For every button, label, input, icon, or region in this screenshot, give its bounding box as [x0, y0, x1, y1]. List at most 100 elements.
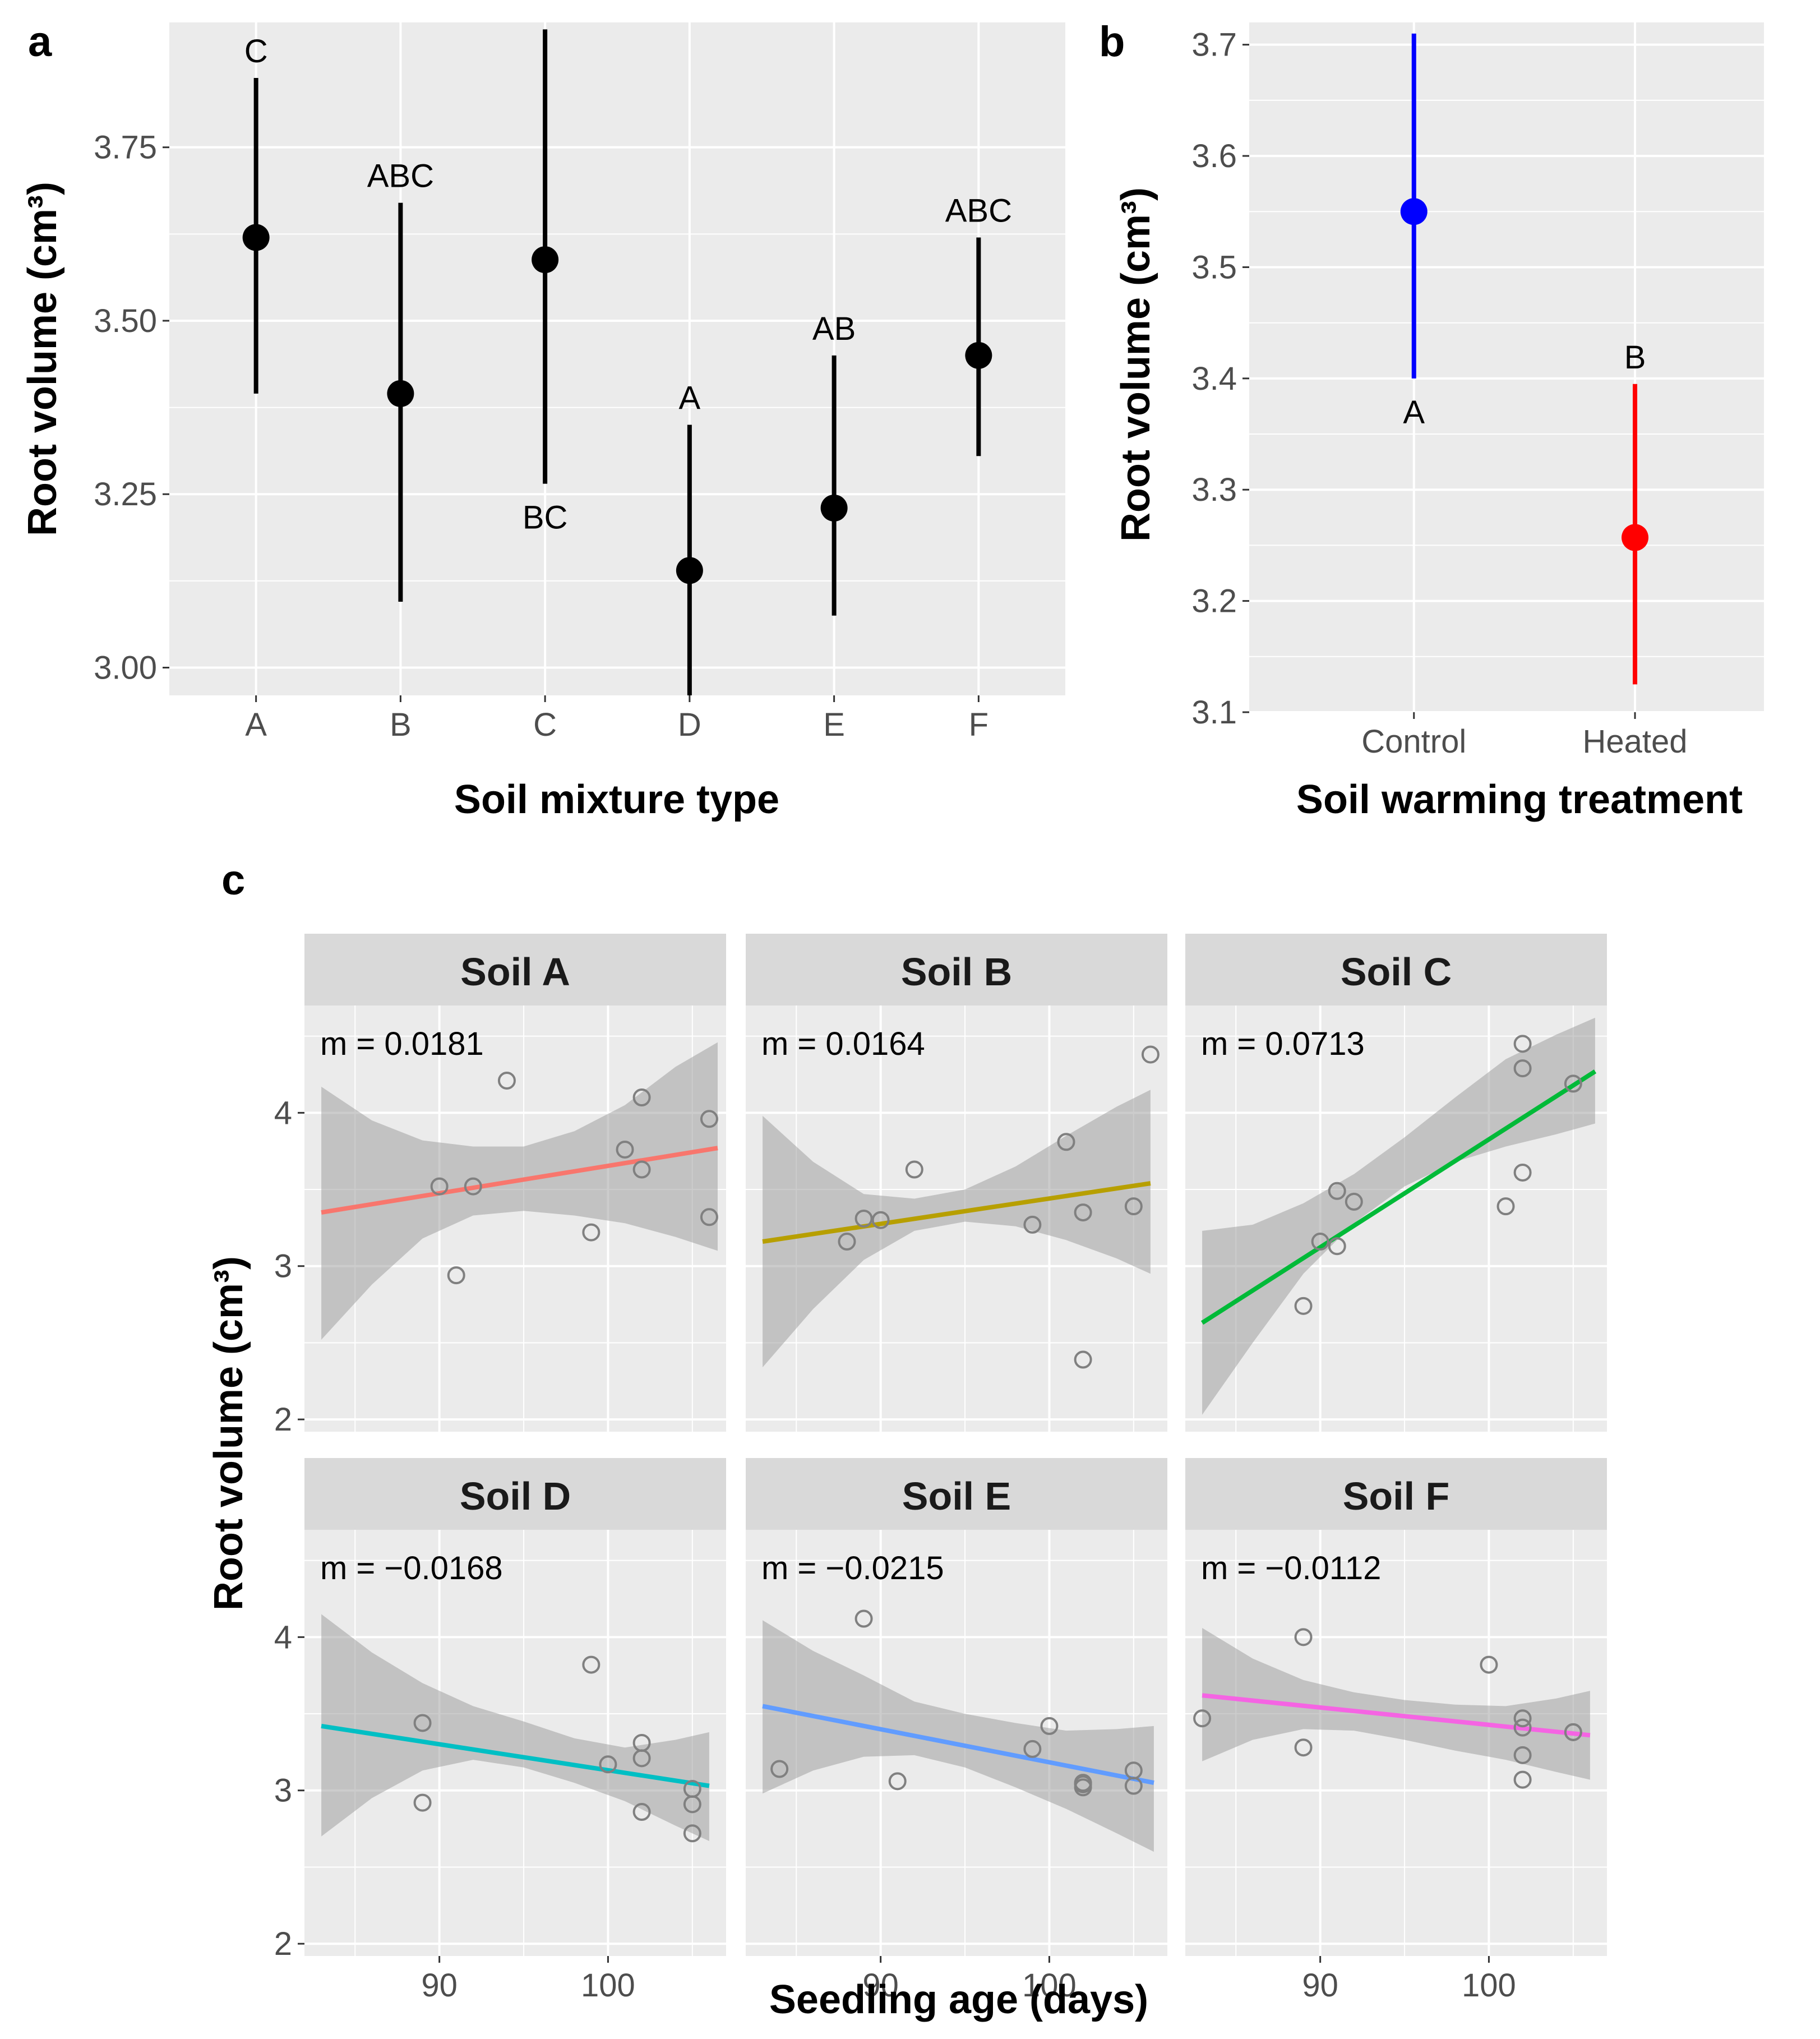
slope-annotation: m = −0.0215 [761, 1550, 944, 1586]
regression-line [321, 1146, 718, 1215]
facet-strip [1185, 934, 1607, 1005]
a-significance-letter: A [679, 380, 701, 417]
regression-line [762, 1181, 1151, 1244]
c-x-tick-label: 90 [862, 1967, 899, 2004]
a-significance-letter: C [244, 33, 268, 70]
data-point [905, 1160, 923, 1179]
slope-annotation: m = 0.0164 [761, 1026, 925, 1062]
a-y-tick-label: 3.50 [94, 303, 157, 339]
b-x-tick-label: Control [1361, 723, 1466, 760]
regression-line [321, 1723, 710, 1788]
slope-annotation: m = −0.0168 [320, 1550, 503, 1586]
data-point [1513, 1770, 1532, 1789]
b-mean-point [1400, 198, 1428, 225]
facet-soil-a: Soil A m = 0.0181 [304, 934, 726, 1432]
data-point [1496, 1197, 1515, 1216]
facet-strip-label: Soil B [901, 950, 1012, 994]
b-y-tick-label: 3.5 [1191, 249, 1237, 285]
data-point [1124, 1777, 1143, 1795]
c-x-tick-label: 100 [1462, 1967, 1516, 2004]
a-x-tick-label: B [390, 707, 412, 743]
data-point [1564, 1723, 1582, 1741]
confidence-ribbon [763, 1620, 1154, 1852]
a-mean-point [820, 494, 848, 522]
panel-a-x-ticks: A B C D E F [245, 695, 988, 743]
data-point [1074, 1350, 1092, 1369]
panel-a-x-axis-title: Soil mixture type [454, 777, 779, 822]
b-x-tick-label: Heated [1583, 723, 1688, 760]
data-point [1074, 1203, 1092, 1222]
data-point [599, 1755, 617, 1774]
facet-strip-label: Soil F [1343, 1474, 1450, 1518]
data-point [413, 1714, 432, 1732]
data-point [464, 1177, 482, 1196]
a-mean-point [387, 380, 414, 407]
data-point [1074, 1774, 1092, 1792]
data-point [1564, 1074, 1582, 1093]
b-y-tick-label: 3.1 [1191, 694, 1237, 731]
facet-strip [304, 934, 726, 1005]
a-mean-point [676, 557, 703, 584]
b-significance-letter: A [1403, 394, 1425, 431]
facet-strip [746, 1458, 1167, 1530]
panel-c-x-ticks: 90 100 90 100 90 100 [421, 1956, 1516, 2004]
data-point [700, 1208, 718, 1226]
b-y-tick-label: 3.3 [1191, 472, 1237, 508]
data-point [582, 1223, 600, 1242]
data-point [497, 1071, 516, 1090]
b-y-tick-label: 3.2 [1191, 583, 1237, 620]
confidence-ribbon [321, 1042, 718, 1340]
panel-b-plot-area [1249, 22, 1764, 712]
data-point [632, 1088, 651, 1107]
data-point [1294, 1628, 1313, 1646]
facet-strip-label: Soil C [1341, 950, 1452, 994]
panel-c-y-axis-title: Root volume (cm³) [206, 1256, 251, 1611]
a-y-tick-label: 3.25 [94, 476, 157, 513]
b-significance-letter: B [1624, 339, 1646, 376]
panel-a-y-ticks: 3.00 3.25 3.50 3.75 [94, 130, 169, 686]
panel-c-x-axis-title: Seedling age (days) [769, 1977, 1148, 2022]
data-point [430, 1177, 449, 1196]
a-x-tick-label: A [245, 707, 267, 743]
panel-b-x-axis-title: Soil warming treatment [1296, 777, 1743, 822]
facet-soil-d: Soil D m = −0.0168 [304, 1458, 726, 1956]
facet-soil-f: Soil F m = −0.0112 [1185, 1458, 1607, 1956]
c-y-tick-label: 3 [274, 1773, 292, 1809]
data-point [1023, 1215, 1042, 1234]
b-mean-point [1622, 524, 1649, 551]
panel-b: b AB 3.13.23.33.43.53.63.7 Control Heated… [1099, 18, 1764, 822]
panel-a-marks: C ABC BC A AB ABC [242, 29, 1012, 695]
data-point [632, 1803, 651, 1821]
confidence-ribbon [1202, 1017, 1595, 1415]
facet-strip [746, 934, 1167, 1005]
slope-annotation: m = 0.0713 [1201, 1026, 1365, 1062]
panel-b-y-axis-title: Root volume (cm³) [1114, 187, 1158, 542]
data-point [838, 1233, 856, 1251]
a-mean-point [532, 246, 559, 274]
data-point [871, 1211, 890, 1229]
data-point [1141, 1045, 1160, 1064]
c-x-tick-label: 100 [581, 1967, 635, 2004]
facet-soil-c: Soil C m = 0.0713 [1185, 934, 1607, 1432]
panel-b-marks: AB [1400, 33, 1649, 685]
a-x-tick-label: F [969, 707, 988, 743]
a-x-tick-label: C [533, 707, 557, 743]
panel-label-b: b [1099, 18, 1125, 66]
a-significance-letter: ABC [367, 158, 434, 195]
data-point [1480, 1655, 1498, 1674]
data-point [616, 1140, 634, 1159]
confidence-ribbon [321, 1614, 709, 1841]
slope-annotation: m = −0.0112 [1201, 1550, 1381, 1586]
a-significance-letter: BC [523, 500, 568, 536]
a-mean-point [242, 224, 270, 251]
a-y-tick-label: 3.00 [94, 650, 157, 686]
data-point [632, 1160, 651, 1179]
data-point [1513, 1746, 1532, 1764]
confidence-ribbon [763, 1090, 1151, 1368]
panel-label-a: a [28, 18, 52, 66]
data-point [1294, 1297, 1313, 1315]
panel-label-c: c [221, 856, 245, 904]
a-mean-point [965, 342, 992, 369]
confidence-ribbon [1202, 1628, 1590, 1780]
